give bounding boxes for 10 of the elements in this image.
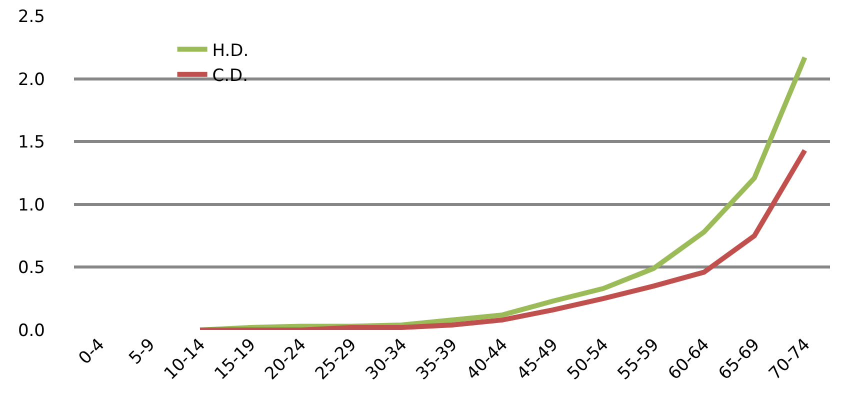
y-tick-label: 0.0 — [18, 320, 45, 341]
y-tick-label: 0.5 — [18, 258, 45, 278]
y-tick-label: 2.5 — [18, 6, 45, 27]
y-tick-label: 1.5 — [18, 132, 45, 153]
x-tick-label: 5-9 — [125, 334, 160, 369]
y-tick-label: 2.0 — [18, 70, 45, 90]
y-tick-label: 1.0 — [18, 195, 45, 216]
legend-label: H.D. — [212, 40, 249, 61]
x-tick-label: 0-4 — [74, 334, 109, 369]
legend-label: C.D. — [212, 66, 248, 86]
